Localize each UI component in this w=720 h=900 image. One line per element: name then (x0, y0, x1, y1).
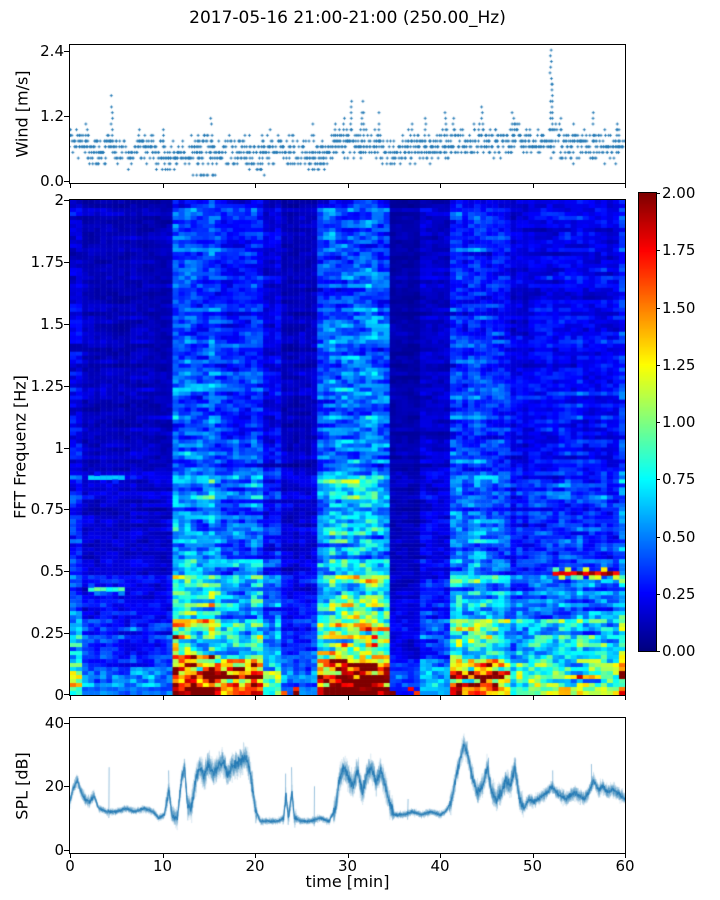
tick-label: 1.00 (662, 413, 696, 431)
tick-mark (656, 651, 660, 652)
tick-mark (347, 854, 349, 858)
tick-mark (347, 184, 349, 188)
tick-mark (656, 364, 660, 366)
tick-mark (64, 261, 69, 263)
tick-mark (64, 200, 69, 201)
tick-label: 0 (54, 840, 64, 859)
tick-mark (440, 696, 441, 700)
x-axis-label: time [min] (305, 872, 390, 891)
tick-mark (64, 849, 69, 851)
tick-mark (255, 854, 256, 858)
tick-mark (64, 786, 69, 788)
tick-mark (64, 385, 69, 387)
figure-title: 2017-05-16 21:00-21:00 (250.00_Hz) (189, 8, 506, 28)
tick-mark (656, 593, 660, 595)
tick-label: 1.25 (662, 355, 696, 374)
tick-mark (440, 184, 441, 188)
tick-mark (162, 184, 164, 188)
tick-label: 1.75 (662, 241, 696, 260)
tick-mark (162, 854, 164, 858)
tick-mark (656, 479, 660, 481)
tick-mark (656, 422, 660, 423)
tick-mark (532, 854, 534, 858)
spl-ylabel: SPL [dB] (12, 752, 32, 820)
spectrogram-canvas (70, 200, 625, 695)
tick-mark (656, 536, 660, 538)
tick-mark (656, 193, 660, 194)
colorbar-canvas (639, 193, 656, 651)
tick-label: 0.5 (40, 562, 64, 581)
tick-mark (656, 307, 660, 309)
tick-mark (255, 184, 256, 188)
tick-label: 0.25 (30, 624, 64, 643)
tick-mark (70, 184, 71, 188)
tick-mark (347, 696, 349, 700)
tick-mark (532, 184, 534, 188)
tick-label: 0.50 (662, 527, 696, 546)
tick-mark (625, 184, 626, 188)
tick-label: 0.25 (662, 584, 696, 603)
tick-label: 0.0 (40, 171, 64, 190)
tick-mark (64, 633, 69, 635)
tick-mark (70, 854, 71, 858)
tick-mark (64, 571, 69, 573)
tick-mark (532, 696, 534, 700)
spl-line-canvas (70, 718, 625, 853)
wind-scatter-canvas (70, 45, 625, 183)
tick-mark (64, 115, 69, 117)
tick-mark (162, 696, 164, 700)
tick-label: 1.5 (40, 314, 64, 333)
tick-mark (625, 696, 626, 700)
tick-mark (64, 180, 69, 182)
tick-label: 2.4 (40, 41, 64, 60)
tick-label: 1.50 (662, 298, 696, 317)
wind-ylabel: Wind [m/s] (12, 70, 32, 158)
tick-label: 0.00 (662, 642, 696, 660)
spectrogram-ylabel: FFT Frequenz [Hz] (10, 375, 30, 519)
tick-label: 2 (54, 191, 64, 209)
tick-label: 0 (54, 686, 64, 704)
tick-mark (64, 323, 69, 325)
tick-mark (64, 694, 69, 695)
tick-mark (70, 696, 71, 700)
tick-mark (64, 447, 69, 449)
tick-label: 1.75 (30, 252, 64, 271)
tick-mark (64, 722, 69, 724)
tick-mark (440, 854, 441, 858)
tick-label: 0.75 (662, 470, 696, 489)
tick-mark (255, 696, 256, 700)
tick-mark (64, 50, 69, 52)
tick-label: 40 (44, 713, 64, 732)
tick-label: 2.00 (662, 184, 696, 202)
tick-mark (64, 509, 69, 511)
tick-mark (625, 854, 626, 858)
tick-mark (656, 250, 660, 252)
